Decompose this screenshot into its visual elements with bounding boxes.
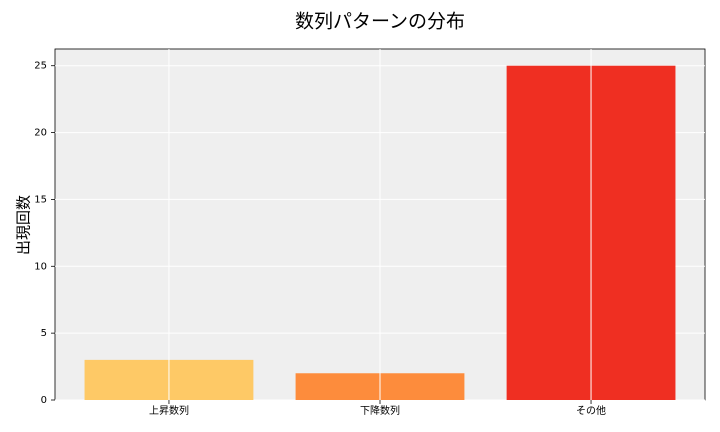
x-tick-label: 下降数列 (360, 404, 400, 417)
y-tick-label: 25 (34, 61, 47, 72)
x-tick-label: その他 (576, 404, 606, 417)
y-tick-label: 20 (34, 128, 47, 139)
y-tick-label: 10 (34, 261, 47, 272)
y-axis-label: 出現回数 (15, 195, 33, 255)
chart-title: 数列パターンの分布 (295, 11, 465, 33)
y-tick-label: 15 (34, 194, 47, 205)
y-tick-label: 0 (41, 395, 47, 406)
x-tick-label: 上昇数列 (149, 404, 189, 417)
y-tick-label: 5 (41, 328, 47, 339)
